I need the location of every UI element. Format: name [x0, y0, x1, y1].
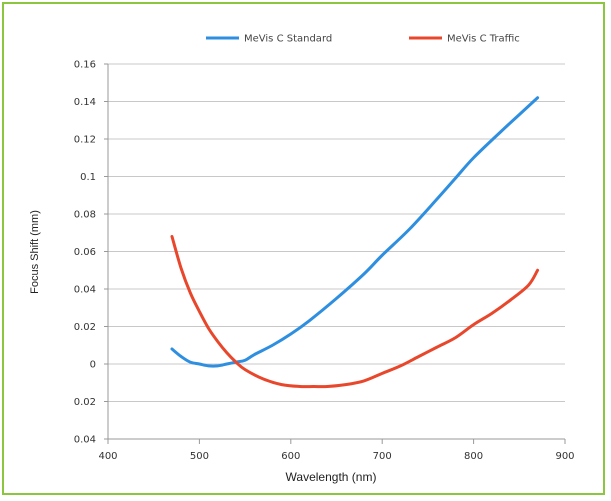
x-axis-title: Wavelength (nm) [286, 470, 377, 484]
series-line-standard [170, 96, 540, 368]
series-line-traffic [170, 235, 540, 389]
y-tick-label: 0.12 [74, 135, 96, 146]
y-tick-label: 0.14 [74, 97, 96, 108]
series-layer [170, 96, 540, 389]
legend-label: MeVis C Traffic [447, 34, 520, 45]
y-tick-label: 0.04 [74, 285, 96, 296]
y-axis-title: Focus Shift (mm) [29, 210, 41, 294]
y-tick-label: 0.16 [74, 60, 96, 71]
legend-label: MeVis C Standard [244, 34, 332, 45]
y-tick-label: 0.04 [74, 435, 96, 446]
y-tick-label: 0.02 [74, 322, 96, 333]
x-tick-label: 800 [464, 451, 483, 462]
chart: 0.16 0.14 0.12 0.1 0.08 0.06 0.04 0.02 0 0.02 0.04… [29, 34, 575, 485]
axes-layer: 0.16 0.14 0.12 0.1 0.08 0.06 0.04 0.02 0 0.02 0.04… [74, 60, 575, 463]
x-tick-label: 400 [98, 451, 117, 462]
x-tick-label: 700 [373, 451, 392, 462]
x-tick-label: 900 [555, 451, 574, 462]
y-tick-label: 0.08 [74, 210, 96, 221]
x-tick-label: 500 [190, 451, 209, 462]
y-tick-label: 0.02 [74, 397, 96, 408]
y-tick-label: 0 [90, 360, 96, 371]
x-tick-label: 600 [281, 451, 300, 462]
legend: MeVis C Standard MeVis C Traffic [206, 34, 520, 45]
chart-frame: 0.16 0.14 0.12 0.1 0.08 0.06 0.04 0.02 0 0.02 0.04… [2, 2, 605, 495]
y-tick-label: 0.1 [80, 172, 96, 183]
y-tick-label: 0.06 [74, 247, 96, 258]
